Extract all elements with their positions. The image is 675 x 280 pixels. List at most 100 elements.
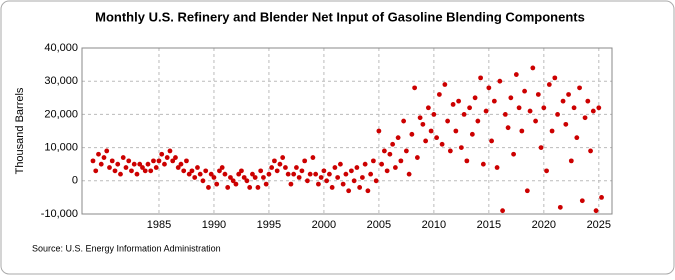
point	[453, 128, 459, 134]
point	[538, 145, 544, 151]
point	[398, 158, 404, 164]
point	[552, 75, 558, 81]
point	[255, 185, 261, 190]
point	[101, 155, 107, 160]
point	[505, 125, 511, 131]
point	[195, 165, 200, 170]
point	[211, 175, 217, 180]
x-tick-label: 1985	[147, 219, 171, 231]
point	[351, 178, 357, 184]
point	[557, 204, 563, 210]
point	[225, 185, 231, 190]
point	[137, 161, 143, 167]
point	[310, 155, 316, 160]
point	[239, 168, 244, 174]
point	[109, 158, 115, 164]
point	[327, 171, 332, 177]
point	[442, 82, 448, 87]
y-tick-label: 30,000	[44, 75, 78, 87]
point	[379, 161, 385, 167]
point	[299, 168, 305, 174]
point	[500, 208, 505, 214]
point	[450, 102, 456, 107]
point	[145, 161, 151, 167]
y-tick-label: -10,000	[41, 208, 78, 220]
point	[305, 178, 310, 184]
point	[93, 168, 99, 174]
x-tick-label: 2010	[422, 219, 446, 231]
point	[318, 175, 324, 180]
point	[541, 105, 547, 111]
point	[200, 178, 206, 184]
point	[480, 161, 486, 167]
point	[571, 105, 577, 111]
point	[447, 148, 453, 154]
point	[516, 105, 522, 111]
point	[291, 171, 297, 177]
point	[294, 165, 299, 170]
point	[296, 175, 302, 180]
point	[434, 135, 440, 141]
point	[420, 121, 426, 127]
point	[197, 171, 203, 177]
point	[354, 165, 360, 170]
point	[219, 165, 225, 170]
point	[258, 168, 264, 174]
y-tick-label: 0	[72, 175, 78, 187]
point	[126, 158, 132, 164]
point	[112, 168, 118, 174]
point	[214, 181, 220, 187]
point	[140, 165, 145, 170]
point	[313, 171, 319, 177]
point	[390, 141, 396, 147]
point	[406, 171, 412, 177]
x-tick-label: 2025	[587, 219, 611, 231]
point	[208, 171, 214, 177]
point	[593, 208, 599, 214]
point	[329, 185, 335, 190]
point	[164, 155, 170, 160]
point	[513, 72, 519, 77]
point	[340, 181, 346, 187]
point	[486, 85, 492, 91]
y-tick-label: 20,000	[44, 108, 78, 120]
point	[324, 178, 330, 184]
x-tick-label: 1990	[202, 219, 226, 231]
point	[269, 165, 275, 170]
point	[475, 118, 481, 124]
x-tick-label: 2000	[312, 219, 336, 231]
point	[96, 151, 101, 157]
point	[588, 148, 593, 154]
point	[263, 181, 269, 187]
point	[274, 168, 280, 174]
y-axis-label: Thousand Barrels	[14, 87, 26, 174]
point	[118, 171, 123, 177]
point	[266, 171, 272, 177]
point	[362, 161, 368, 167]
point	[244, 178, 250, 184]
point	[316, 181, 321, 187]
point	[373, 178, 379, 184]
point	[170, 158, 176, 164]
point	[131, 161, 137, 167]
point	[599, 195, 604, 200]
point	[90, 158, 96, 164]
point	[346, 188, 352, 194]
point	[530, 65, 536, 71]
point	[129, 168, 134, 174]
point	[469, 131, 475, 137]
point	[134, 171, 140, 177]
point	[376, 128, 382, 134]
point	[403, 148, 409, 154]
point	[577, 85, 582, 91]
plot-border	[81, 47, 613, 215]
point	[302, 158, 308, 164]
point	[370, 158, 376, 164]
point	[115, 161, 121, 167]
point	[458, 145, 464, 151]
point	[233, 181, 239, 187]
point	[368, 171, 374, 177]
point	[392, 165, 398, 170]
point	[478, 75, 483, 81]
point	[464, 158, 470, 164]
